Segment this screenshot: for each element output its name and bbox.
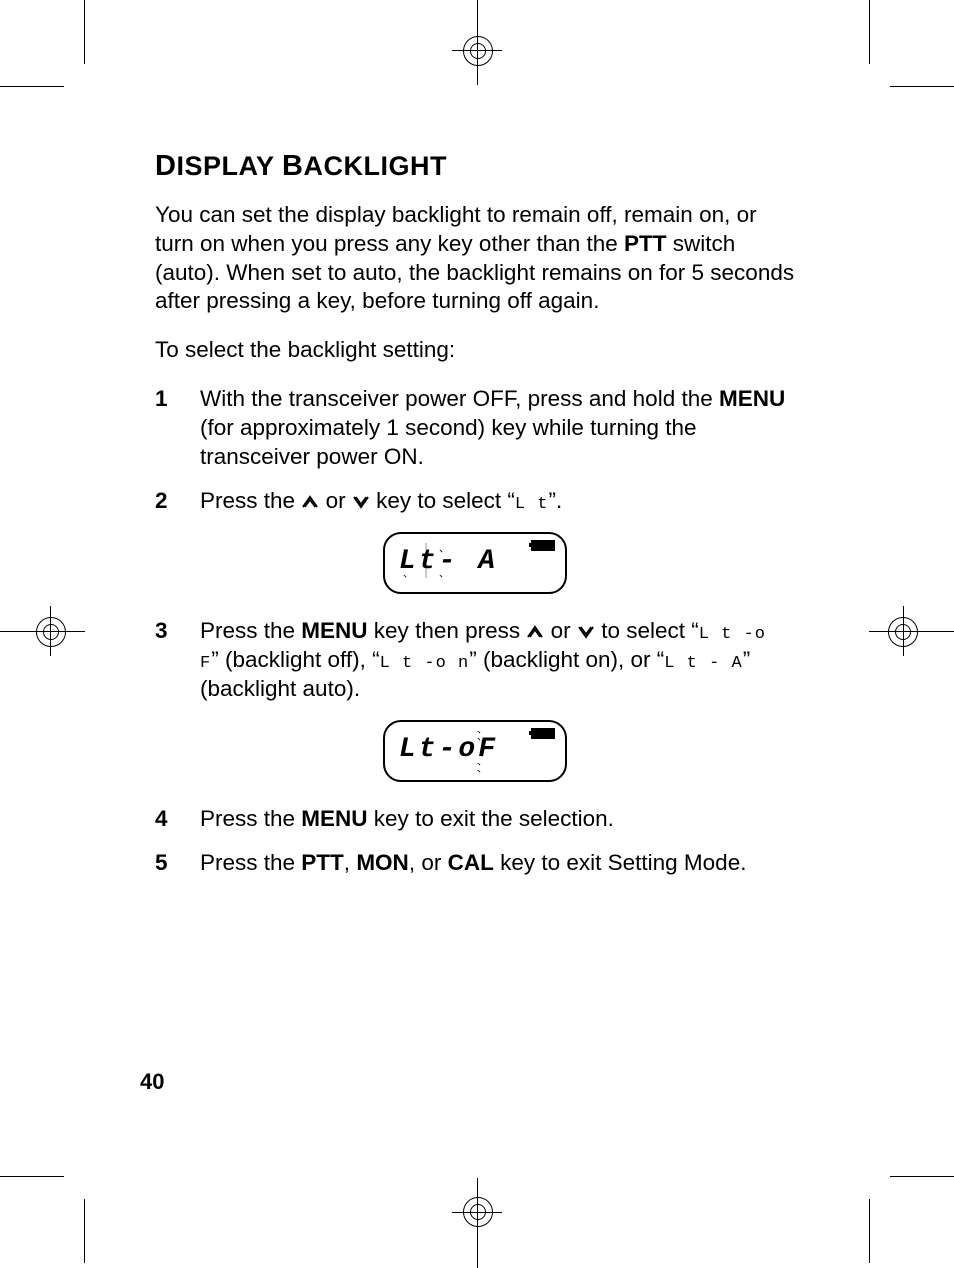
lcd-screen: 、 ｜ 、 Lt-oF 、 ｜ 、 [383, 720, 567, 782]
text: Press the [200, 488, 301, 513]
text: ”. [549, 488, 563, 513]
step-3: 3 Press the MENU key then press or to se… [155, 617, 795, 703]
bold-ptt: PTT [624, 231, 667, 256]
heading-cap: B [282, 150, 303, 182]
step-1: 1 With the transceiver power OFF, press … [155, 385, 795, 471]
lcd-display-text: 、 ｜ 、 Lt- A 、 ｜ 、 [399, 546, 498, 577]
text: or [326, 488, 352, 513]
crop-mark [0, 1176, 64, 1177]
crop-mark [869, 1199, 870, 1263]
battery-icon [531, 728, 555, 739]
lcd-text-inline: L t [515, 495, 549, 514]
text: key to exit the selection. [368, 806, 614, 831]
text: Press the [200, 806, 301, 831]
lcd-text-inline: L t -o n [380, 654, 470, 673]
step-2: 2 Press the or key to select “L t”. [155, 487, 795, 516]
step-number: 4 [155, 805, 168, 834]
text: key to exit Setting Mode. [494, 850, 747, 875]
crop-mark [890, 86, 954, 87]
step-number: 5 [155, 849, 168, 878]
crop-mark [0, 86, 64, 87]
heading-text: ISPLAY [176, 151, 274, 181]
lcd-illustration-2: 、 ｜ 、 Lt-oF 、 ｜ 、 [155, 720, 795, 787]
crop-mark [869, 0, 870, 64]
heading-text: ACKLIGHT [303, 151, 446, 181]
crop-mark [84, 1199, 85, 1263]
heading-cap: D [155, 150, 176, 182]
step-5: 5 Press the PTT, MON, or CAL key to exit… [155, 849, 795, 878]
text: ” (backlight off), “ [211, 647, 379, 672]
crop-mark [84, 0, 85, 64]
step-number: 1 [155, 385, 168, 414]
steps-list: 1 With the transceiver power OFF, press … [155, 385, 795, 878]
text: Press the [200, 618, 301, 643]
lcd-screen: 、 ｜ 、 Lt- A 、 ｜ 、 [383, 532, 567, 594]
section-heading: DISPLAY BACKLIGHT [155, 150, 795, 183]
text: , or [409, 850, 448, 875]
crop-mark [890, 1176, 954, 1177]
down-chevron-icon [352, 494, 370, 510]
text: ” (backlight on), or “ [469, 647, 664, 672]
text: key to select “ [376, 488, 515, 513]
text: to select “ [601, 618, 699, 643]
text: key then press [368, 618, 527, 643]
intro-para-1: You can set the display backlight to rem… [155, 201, 795, 316]
up-chevron-icon [526, 624, 544, 640]
bold-mon: MON [356, 850, 409, 875]
lcd-illustration-1: 、 ｜ 、 Lt- A 、 ｜ 、 [155, 532, 795, 599]
text: or [551, 618, 577, 643]
page-content: DISPLAY BACKLIGHT You can set the displa… [155, 150, 795, 894]
step-number: 3 [155, 617, 168, 646]
bold-menu: MENU [719, 386, 785, 411]
bold-menu: MENU [301, 618, 367, 643]
bold-ptt: PTT [301, 850, 344, 875]
down-chevron-icon [577, 624, 595, 640]
text: (for approximately 1 second) key while t… [200, 415, 697, 469]
text: , [344, 850, 357, 875]
battery-icon [531, 540, 555, 551]
lcd-display-text: 、 ｜ 、 Lt-oF 、 ｜ 、 [399, 734, 498, 765]
lcd-text-inline: L t - A [664, 654, 742, 673]
text: With the transceiver power OFF, press an… [200, 386, 719, 411]
step-number: 2 [155, 487, 168, 516]
intro-para-2: To select the backlight setting: [155, 336, 795, 365]
text: Press the [200, 850, 301, 875]
bold-menu: MENU [301, 806, 367, 831]
bold-cal: CAL [448, 850, 494, 875]
up-chevron-icon [301, 494, 319, 510]
step-4: 4 Press the MENU key to exit the selecti… [155, 805, 795, 834]
page-number: 40 [140, 1069, 164, 1095]
